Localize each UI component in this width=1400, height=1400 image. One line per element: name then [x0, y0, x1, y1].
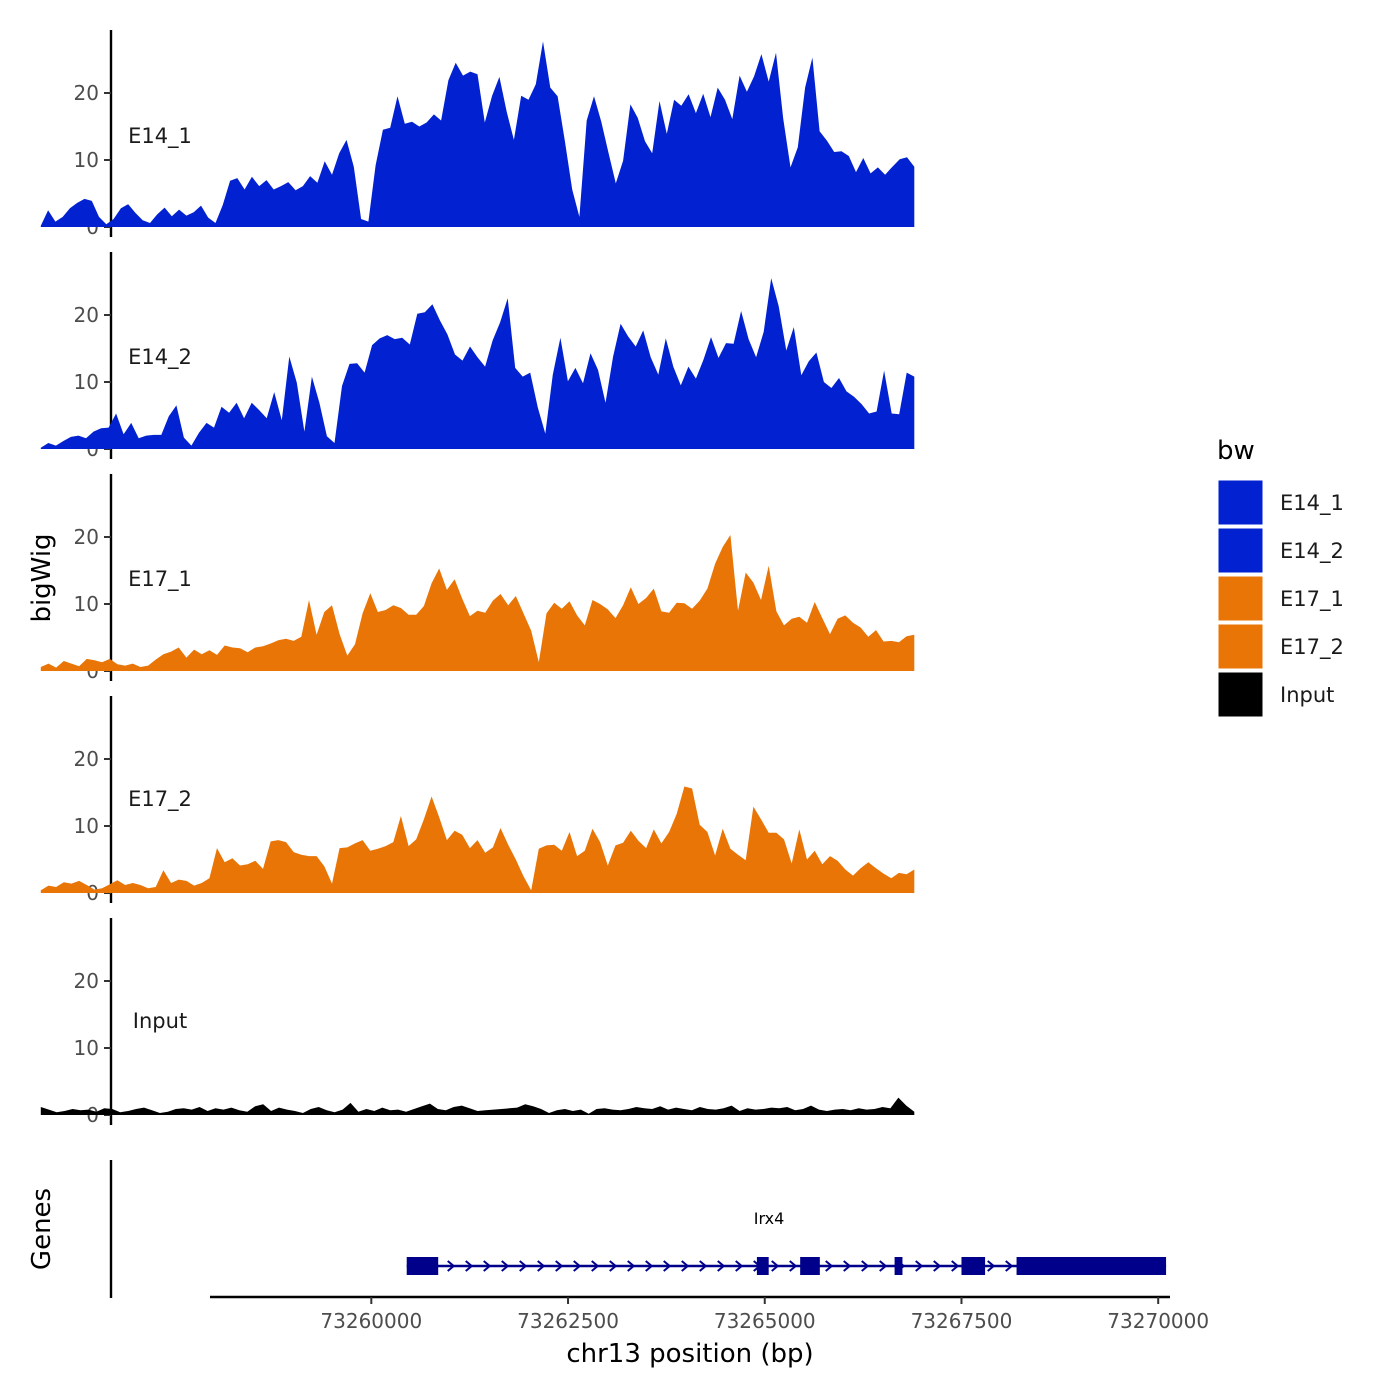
gene-exon: [894, 1257, 903, 1275]
gene-exon: [800, 1257, 820, 1275]
strand-chevron: [861, 1260, 870, 1272]
panel-e14-1: 01020 E14_1: [40, 30, 915, 239]
strand-chevron: [1005, 1260, 1014, 1272]
legend-swatch: [1217, 575, 1264, 622]
panel-e17-1: 01020 E17_1: [40, 474, 915, 683]
x-axis: 73260000 73262500 73265000 73267500 73270000…: [210, 1295, 1209, 1369]
strand-chevron: [987, 1260, 996, 1272]
strand-chevron: [717, 1260, 726, 1272]
strand-chevron: [789, 1260, 798, 1272]
strand-chevron: [951, 1260, 960, 1272]
strand-chevron: [915, 1260, 924, 1272]
y-tick-label: 10: [74, 1036, 99, 1060]
gene-track: Genes Irx4: [27, 1160, 1167, 1298]
legend-label: E14_1: [1280, 491, 1344, 516]
legend-swatch: [1217, 527, 1264, 574]
legend: bw E14_1 E14_2 E17_1 E17_2 Input: [1217, 436, 1344, 718]
strand-chevron: [825, 1260, 834, 1272]
strand-chevron: [555, 1260, 564, 1272]
y-tick-label: 20: [74, 747, 99, 771]
y-tick-label: 10: [74, 592, 99, 616]
strand-chevron: [735, 1260, 744, 1272]
coverage-area-e17-2: [40, 786, 915, 893]
strand-chevron: [663, 1260, 672, 1272]
legend-label: E17_2: [1280, 635, 1344, 660]
gene-exon: [961, 1257, 986, 1275]
coverage-area-e14-2: [40, 278, 915, 449]
strand-chevron: [843, 1260, 852, 1272]
strand-chevron: [447, 1260, 456, 1272]
strand-chevron: [573, 1260, 582, 1272]
strand-chevron: [879, 1260, 888, 1272]
legend-swatch: [1217, 671, 1264, 718]
strand-chevron: [591, 1260, 600, 1272]
strand-chevron: [537, 1260, 546, 1272]
legend-label: E17_1: [1280, 587, 1344, 612]
strand-chevron: [501, 1260, 510, 1272]
y-axis-title: bigWig: [27, 533, 57, 622]
strand-chevron: [699, 1260, 708, 1272]
strand-chevron: [645, 1260, 654, 1272]
strand-chevron: [609, 1260, 618, 1272]
x-tick-label: 73260000: [320, 1309, 422, 1333]
legend-swatch: [1217, 479, 1264, 526]
strand-chevron: [933, 1260, 942, 1272]
strand-chevron: [465, 1260, 474, 1272]
y-tick-label: 20: [74, 969, 99, 993]
x-tick-label: 73267500: [911, 1309, 1013, 1333]
gene-exon: [406, 1257, 439, 1275]
coverage-area-e14-1: [40, 41, 915, 228]
x-axis-title: chr13 position (bp): [566, 1339, 813, 1369]
strand-chevron: [483, 1260, 492, 1272]
gene-track-title: Genes: [27, 1188, 57, 1270]
gene-exon: [1016, 1257, 1167, 1275]
y-tick-label: 10: [74, 370, 99, 394]
legend-title: bw: [1217, 436, 1255, 466]
legend-label: E14_2: [1280, 539, 1344, 564]
strand-chevron: [519, 1260, 528, 1272]
strip-label-e17-1: E17_1: [128, 567, 192, 592]
strip-label-e14-2: E14_2: [128, 345, 192, 370]
y-tick-label: 10: [74, 814, 99, 838]
y-tick-label: 20: [74, 303, 99, 327]
strip-label-e14-1: E14_1: [128, 124, 192, 149]
panel-input: 01020 Input: [40, 918, 915, 1127]
legend-swatch: [1217, 623, 1264, 670]
x-tick-label: 73270000: [1107, 1309, 1209, 1333]
y-tick-label: 20: [74, 81, 99, 105]
strip-label-e17-2: E17_2: [128, 787, 192, 812]
strand-chevron: [627, 1260, 636, 1272]
gene-exon: [756, 1257, 769, 1275]
y-tick-label: 10: [74, 148, 99, 172]
gene-label-irx4: Irx4: [754, 1209, 785, 1228]
panel-e17-2: 01020 E17_2: [40, 696, 915, 905]
y-tick-label: 20: [74, 525, 99, 549]
panel-e14-2: 01020 E14_2: [40, 252, 915, 461]
strand-chevron: [771, 1260, 780, 1272]
x-tick-label: 73262500: [517, 1309, 619, 1333]
x-tick-label: 73265000: [714, 1309, 816, 1333]
coverage-area-e17-1: [40, 535, 915, 671]
legend-label: Input: [1280, 683, 1334, 707]
strand-chevron: [681, 1260, 690, 1272]
strip-label-input: Input: [133, 1009, 187, 1033]
coverage-area-input: [40, 1097, 915, 1115]
